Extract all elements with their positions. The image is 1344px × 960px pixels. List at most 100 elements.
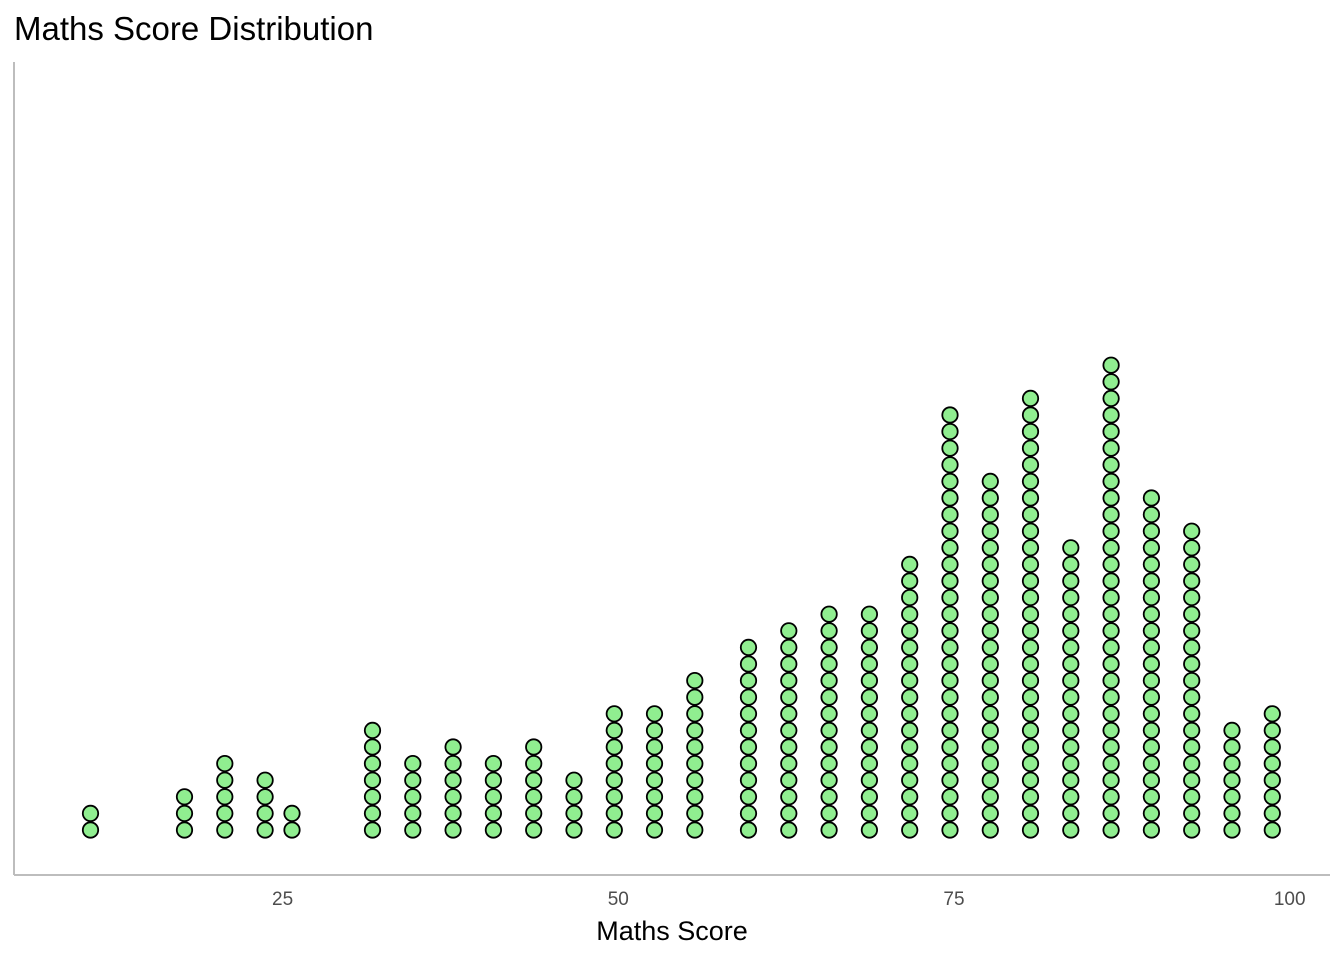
data-point	[605, 788, 623, 806]
data-point	[1062, 555, 1080, 574]
data-point	[1183, 705, 1201, 723]
data-point	[941, 489, 959, 507]
data-point	[941, 671, 959, 690]
data-point	[1021, 539, 1040, 557]
data-point	[1062, 655, 1080, 673]
data-point	[363, 721, 382, 740]
data-point	[941, 638, 959, 657]
data-point	[1021, 821, 1040, 839]
data-point	[1062, 738, 1080, 756]
data-point	[484, 788, 502, 806]
data-point	[686, 788, 704, 806]
data-point	[1062, 788, 1080, 806]
data-point	[860, 721, 879, 740]
data-point	[860, 605, 879, 623]
data-point	[1223, 738, 1241, 756]
data-point	[901, 771, 919, 789]
data-point	[283, 821, 301, 839]
data-point	[1183, 738, 1201, 756]
data-point	[1223, 804, 1241, 823]
data-point	[1223, 771, 1241, 789]
data-point	[1021, 489, 1040, 507]
data-point	[444, 788, 462, 806]
data-point	[444, 771, 462, 789]
data-point	[1021, 754, 1040, 773]
data-point	[645, 738, 664, 756]
data-point	[444, 754, 462, 773]
data-point	[981, 555, 999, 574]
data-point	[1062, 771, 1080, 789]
data-point	[941, 688, 959, 706]
data-point	[739, 655, 758, 673]
data-point	[941, 539, 959, 557]
data-point	[1102, 705, 1120, 723]
data-point	[901, 622, 919, 640]
data-point	[1021, 771, 1040, 789]
data-point	[981, 688, 999, 706]
data-point	[216, 788, 234, 806]
data-point	[941, 422, 959, 441]
data-point	[739, 705, 758, 723]
data-point	[686, 804, 704, 823]
data-point	[901, 721, 919, 740]
data-point	[216, 804, 234, 823]
data-point	[1183, 605, 1201, 623]
data-point	[941, 572, 959, 590]
data-point	[1142, 555, 1161, 574]
data-point	[1062, 671, 1080, 690]
data-point	[1062, 705, 1080, 723]
data-point	[1102, 804, 1120, 823]
data-point	[1142, 804, 1161, 823]
data-point	[1142, 688, 1161, 706]
data-point	[820, 821, 838, 839]
data-point	[860, 638, 879, 657]
data-point	[605, 821, 623, 839]
data-point	[404, 788, 422, 806]
data-point	[901, 688, 919, 706]
data-point	[1142, 622, 1161, 640]
data-point	[484, 754, 502, 773]
dots-layer	[81, 356, 1281, 839]
data-point	[1062, 804, 1080, 823]
data-point	[941, 788, 959, 806]
data-point	[1142, 788, 1161, 806]
data-point	[1102, 456, 1120, 474]
data-point	[820, 655, 838, 673]
data-point	[1102, 389, 1120, 407]
data-point	[81, 804, 100, 823]
data-point	[820, 638, 838, 657]
data-point	[981, 605, 999, 623]
data-point	[941, 505, 959, 524]
data-point	[780, 771, 798, 789]
data-point	[444, 804, 462, 823]
data-point	[1263, 788, 1281, 806]
data-point	[1183, 788, 1201, 806]
data-point	[525, 738, 543, 756]
data-point	[780, 688, 798, 706]
data-point	[1102, 738, 1120, 756]
data-point	[1142, 738, 1161, 756]
data-point	[1021, 622, 1040, 640]
data-point	[686, 721, 704, 740]
data-point	[941, 705, 959, 723]
data-point	[1142, 655, 1161, 673]
data-point	[820, 705, 838, 723]
data-point	[739, 771, 758, 789]
data-point	[1263, 754, 1281, 773]
data-point	[901, 572, 919, 590]
data-point	[780, 788, 798, 806]
data-point	[901, 588, 919, 607]
data-point	[1021, 505, 1040, 524]
data-point	[1102, 671, 1120, 690]
data-point	[1062, 605, 1080, 623]
data-point	[1102, 539, 1120, 557]
data-point	[941, 738, 959, 756]
data-point	[565, 821, 583, 839]
data-point	[1021, 588, 1040, 607]
data-point	[941, 622, 959, 640]
data-point	[1102, 638, 1120, 657]
data-point	[1142, 705, 1161, 723]
data-point	[1021, 804, 1040, 823]
data-point	[820, 771, 838, 789]
